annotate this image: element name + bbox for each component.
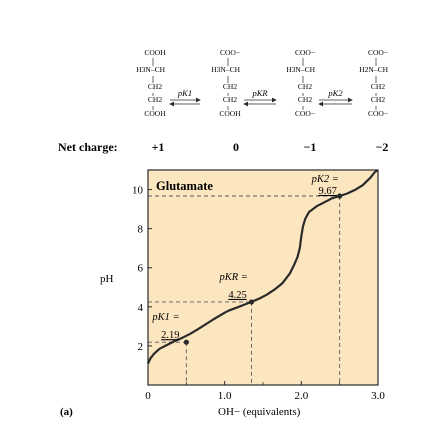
species-top: COO− bbox=[368, 48, 388, 57]
species-amine: H3N–CH bbox=[136, 65, 165, 74]
species-ch2a: CH2 bbox=[223, 82, 237, 91]
y-axis-label: pH bbox=[100, 273, 114, 285]
pk-annotation-label: pKR = bbox=[219, 272, 248, 283]
x-axis-label: OH− (equivalents) bbox=[218, 406, 301, 418]
species-ch2b: CH2 bbox=[223, 95, 237, 104]
panel-label: (a) bbox=[60, 406, 73, 418]
species-top: COOH bbox=[144, 48, 166, 57]
species-ch2a: CH2 bbox=[371, 82, 385, 91]
species-amine: H2N–CH bbox=[359, 65, 388, 74]
pk-annotation-value: 4.25 bbox=[228, 290, 246, 301]
x-tick-label: 3.0 bbox=[371, 390, 385, 402]
pk-guide-lines bbox=[148, 195, 341, 385]
species-bottom: COOH bbox=[144, 109, 166, 118]
net-charge-label: Net charge: bbox=[58, 140, 118, 154]
species-top: COO− bbox=[295, 48, 315, 57]
y-tick-label: 2 bbox=[138, 341, 144, 353]
species-top: COO− bbox=[220, 48, 240, 57]
species-bottom: COOH bbox=[219, 109, 241, 118]
pk-point bbox=[183, 339, 189, 345]
pk-point bbox=[337, 193, 343, 199]
equilibrium-1: pK1 bbox=[169, 88, 201, 107]
species-ch2b: CH2 bbox=[148, 95, 162, 104]
species-amine: H3N–CH bbox=[211, 65, 240, 74]
pk-annotation-label: pK1 = bbox=[151, 312, 179, 323]
equilibrium-label: pK1 bbox=[177, 88, 192, 98]
equilibrium-3: pK2 bbox=[318, 88, 353, 107]
pk-annotation-value: 9.67 bbox=[318, 186, 336, 197]
y-tick-label: 6 bbox=[138, 263, 144, 275]
axis-ticks: 2 4 6 8 10 0 1.0 2.0 3.0 bbox=[132, 185, 385, 402]
net-charge-value: −2 bbox=[376, 140, 389, 154]
pk-annotation-value: 2.19 bbox=[161, 330, 179, 341]
x-tick-label: 2.0 bbox=[294, 390, 308, 402]
titration-curve bbox=[147, 169, 379, 364]
equilibrium-label: pK2 bbox=[327, 88, 343, 98]
species-bottom: COO− bbox=[295, 109, 315, 118]
equilibrium-2: pKR bbox=[243, 88, 277, 107]
pk-points bbox=[183, 193, 343, 345]
pk-annotation-label: pK2 = bbox=[311, 174, 339, 185]
species-2: COO− H3N–CH CH2 CH2 COOH bbox=[211, 48, 241, 118]
species-ch2a: CH2 bbox=[298, 82, 312, 91]
net-charge-value: 0 bbox=[233, 140, 239, 154]
y-tick-label: 4 bbox=[138, 302, 144, 314]
chart-title: Glutamate bbox=[156, 179, 213, 193]
y-tick-label: 8 bbox=[138, 224, 144, 236]
pk-point bbox=[248, 299, 255, 305]
species-4: COO− H2N–CH CH2 CH2 COO− bbox=[359, 48, 388, 118]
net-charge-values: +1 0 −1 −2 bbox=[152, 140, 389, 154]
species-ch2b: CH2 bbox=[298, 95, 312, 104]
y-tick-label: 10 bbox=[132, 185, 144, 197]
species-ch2a: CH2 bbox=[148, 82, 162, 91]
ionic-species-row: COOHH3N–CHCH2CH2COOHCOO−H3N–CHCH2CH2COOH… bbox=[136, 48, 388, 118]
species-bottom: COO− bbox=[368, 109, 388, 118]
equilibrium-label: pKR bbox=[251, 88, 268, 98]
species-amine: H3N–CH bbox=[286, 65, 315, 74]
plot-area bbox=[147, 169, 379, 386]
x-tick-label: 0 bbox=[145, 390, 151, 402]
net-charge-value: +1 bbox=[152, 140, 165, 154]
species-ch2b: CH2 bbox=[371, 95, 385, 104]
species-3: COO− H3N–CH CH2 CH2 COO− bbox=[286, 48, 315, 118]
species-1: COOH H3N–CH CH2 CH2 COOH bbox=[136, 48, 166, 118]
pk-annotations: pK1 = 2.19 pKR = 4.25 pK2 =9.67 bbox=[151, 174, 339, 341]
net-charge-value: −1 bbox=[304, 140, 317, 154]
x-tick-label: 1.0 bbox=[218, 390, 232, 402]
